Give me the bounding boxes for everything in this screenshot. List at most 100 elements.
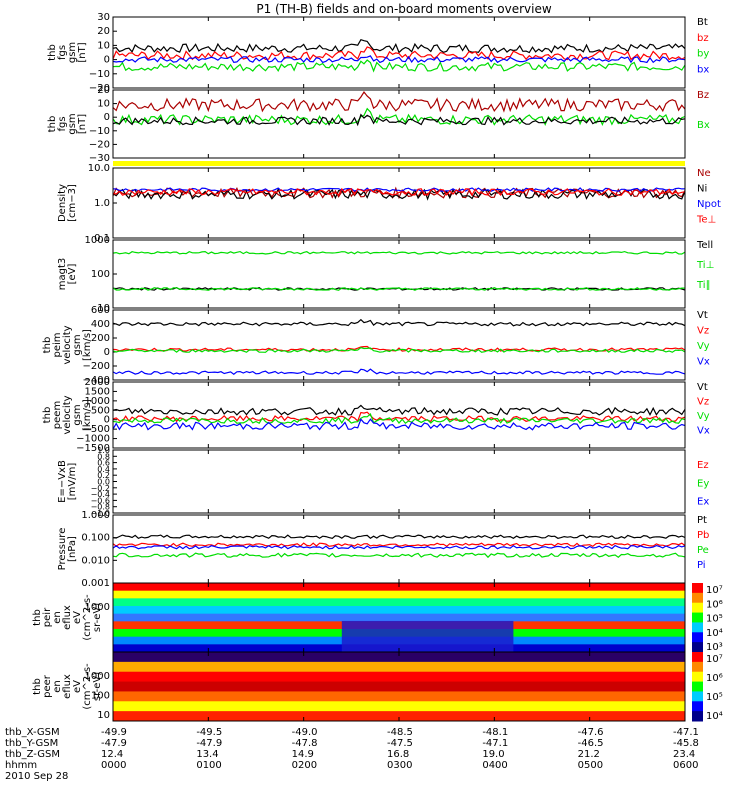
colorbar-swatch (692, 612, 703, 623)
series-line-Te⊥ (112, 187, 686, 197)
x-axis-labels: thb_X-GSMthb_Y-GSMthb_Z-GSMhhmm-49.9-47.… (5, 727, 699, 782)
legend-label: Bz (697, 90, 709, 101)
y-axis-label: gsm (72, 334, 83, 355)
series-line-Vx (112, 368, 686, 375)
heatmap-band (113, 652, 685, 663)
y-tick-label: 200 (91, 333, 110, 344)
colorbar-swatch (692, 592, 703, 604)
x-row-label: thb_X-GSM (5, 727, 60, 738)
y-tick-label: 0 (104, 112, 110, 123)
y-axis-label: sr-eV) (92, 603, 103, 632)
x-tick-label: -48.5 (387, 727, 413, 738)
colorbar-label: 10⁷ (706, 585, 723, 596)
legend-label: by (697, 49, 709, 60)
y-tick-label: −1000 (76, 434, 110, 445)
y-axis-label: sr-eV) (92, 672, 103, 701)
heatmap-band (113, 613, 685, 622)
y-axis-label: E=−VxB (57, 460, 68, 503)
series-line-extra (112, 113, 686, 127)
y-tick-label: 10.0 (88, 163, 110, 174)
y-axis-label: peir (42, 607, 53, 627)
y-axis-label: peim (52, 332, 63, 357)
series-line-Bt (112, 38, 686, 54)
x-tick-label: -49.9 (101, 727, 127, 738)
y-axis-label: [km/s] (82, 329, 93, 361)
colorbar-swatch (692, 681, 703, 692)
y-tick-label: 10 (97, 99, 110, 110)
panel-peer: 1000 100 10 thb peer en eflux eV (cm^2-s-sr-eV) 1… (32, 651, 723, 722)
series-line-Pe (112, 552, 686, 559)
y-axis-label: gsm (67, 42, 78, 63)
y-tick-label: 500 (91, 405, 110, 416)
heatmap-band (113, 671, 685, 683)
legend-label: Bx (697, 120, 710, 131)
y-tick-label: −0.4 (91, 490, 110, 499)
x-tick-label: -46.5 (578, 738, 604, 749)
y-axis-label: fgs (57, 116, 68, 131)
y-axis-label: [km/s] (82, 399, 93, 431)
y-axis-label: [mV/m] (67, 463, 78, 501)
legend-label: Ni (697, 184, 707, 195)
panel-exb: 1.00.80.60.40.20.0−0.2−0.4−0.6−0.8−1.0 E=… (57, 446, 709, 518)
legend-label: Ti⊥ (696, 260, 714, 271)
series-line-Vt (112, 318, 686, 327)
legend-label: Ez (697, 460, 709, 471)
y-axis-label: velocity (62, 395, 73, 434)
colorbar-swatch (692, 711, 703, 722)
colorbar-swatch (692, 652, 703, 663)
heatmap-band (113, 606, 685, 615)
legend-label: bz (697, 33, 709, 44)
y-axis-label: (cm^2-s- (82, 594, 93, 641)
panel-frame (112, 449, 686, 514)
y-tick-label: 1000 (85, 602, 110, 613)
colorbar-label: 10⁴ (706, 628, 723, 639)
x-tick-label: -47.1 (673, 727, 699, 738)
status-bar (113, 161, 685, 166)
legend-label: Vx (697, 426, 710, 437)
x-tick-label: 13.4 (196, 749, 218, 760)
colorbar-swatch (692, 622, 703, 633)
y-tick-label: −500 (83, 424, 110, 435)
series-line-Npot (112, 187, 686, 192)
y-tick-label: 1000 (85, 671, 110, 682)
x-tick-label: -47.9 (196, 738, 222, 749)
panel-frame (112, 239, 686, 309)
legend-label: Vz (697, 397, 709, 408)
x-tick-label: 23.4 (673, 749, 695, 760)
x-tick-label: -49.5 (196, 727, 222, 738)
legend-label: Pt (697, 515, 707, 526)
series-line-Vz (112, 411, 686, 423)
page-title: P1 (TH-B) fields and on-board moments ov… (256, 2, 552, 16)
y-tick-label: 0.1 (94, 233, 110, 244)
y-axis-label: [nT] (77, 42, 88, 62)
legend-label: bx (697, 64, 709, 75)
x-row-label: thb_Y-GSM (5, 738, 58, 749)
y-tick-label: 100 (91, 269, 110, 280)
y-tick-label: −20 (89, 139, 110, 150)
x-tick-label: 21.2 (578, 749, 600, 760)
y-tick-label: 0.6 (97, 459, 110, 468)
legend-label: Pe (697, 545, 709, 556)
colorbar: 10⁷ 10⁶ 10⁵ 10⁴ 10³ (692, 583, 723, 653)
x-tick-label: 12.4 (101, 749, 123, 760)
y-tick-label: 0.010 (81, 555, 110, 566)
panel-peir: 1000 thb peir en eflux eV (cm^2-s-sr-eV) 10⁷ 10⁶… (32, 582, 723, 653)
legend-label: Npot (697, 199, 721, 210)
y-tick-label: 1500 (85, 386, 110, 397)
x-tick-label: 0600 (673, 760, 698, 771)
y-tick-label: −10 (89, 69, 110, 80)
heatmap-band (113, 661, 685, 673)
y-tick-label: 1000 (85, 396, 110, 407)
panel-frame (112, 167, 686, 239)
panel-pressure: 1.000 0.100 0.010 0.001 Pressure [nPa] Pt Pb Pe P… (57, 510, 709, 589)
y-axis-label: gsm (67, 113, 78, 134)
legend-label: Te⊥ (696, 215, 716, 226)
y-axis-label: eflux (62, 605, 73, 630)
y-tick-label: 20 (97, 85, 110, 96)
colorbar-swatch (692, 642, 703, 653)
x-tick-label: -47.1 (482, 738, 508, 749)
y-axis-label: [eV] (67, 264, 78, 285)
